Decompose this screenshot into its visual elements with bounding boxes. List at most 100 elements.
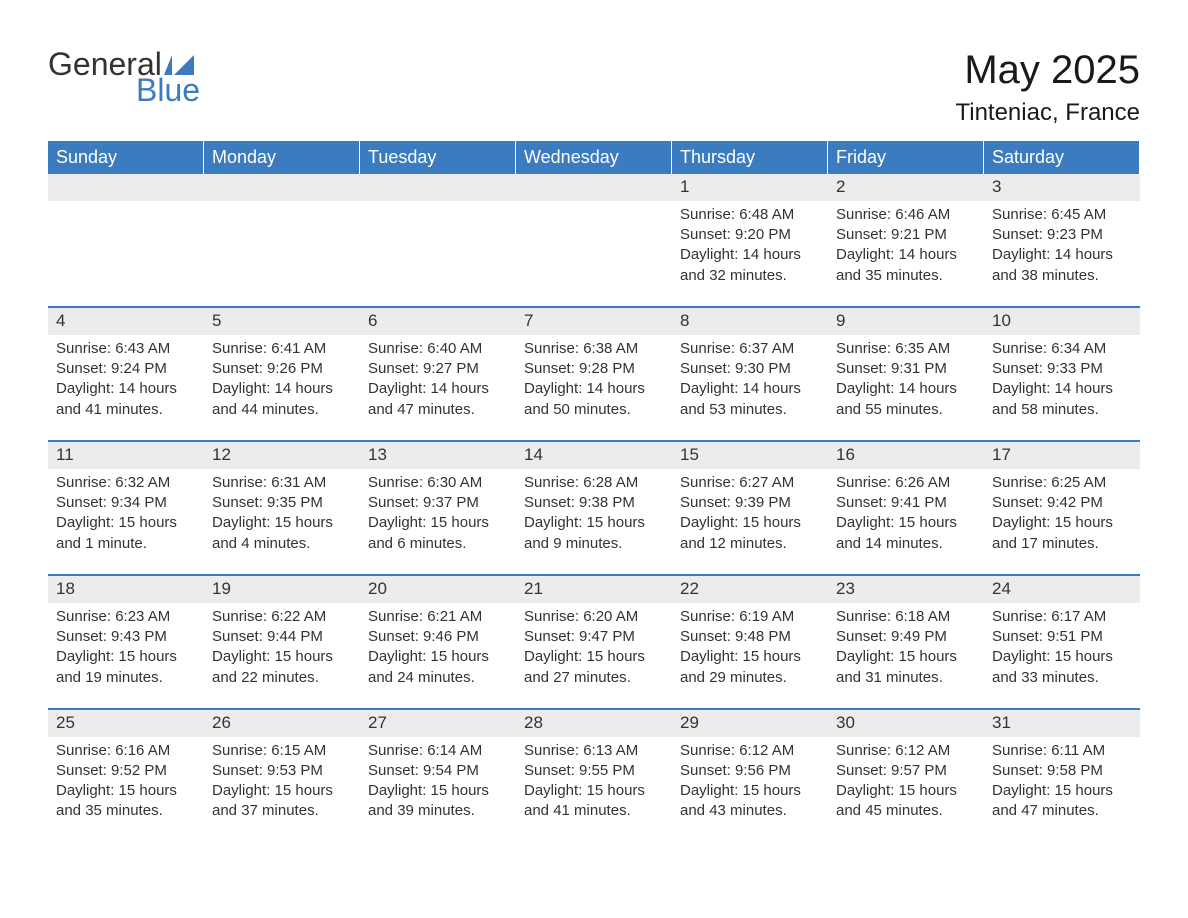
day-number: 15 xyxy=(672,440,828,469)
sunrise-text: Sunrise: 6:17 AM xyxy=(992,607,1132,627)
day-cell: 10Sunrise: 6:34 AMSunset: 9:33 PMDayligh… xyxy=(984,306,1140,440)
logo-text-blue: Blue xyxy=(136,72,200,108)
day-number: 30 xyxy=(828,708,984,737)
sunset-text: Sunset: 9:31 PM xyxy=(836,359,976,379)
day-cell: 13Sunrise: 6:30 AMSunset: 9:37 PMDayligh… xyxy=(360,440,516,574)
day-cell: 7Sunrise: 6:38 AMSunset: 9:28 PMDaylight… xyxy=(516,306,672,440)
sunset-text: Sunset: 9:35 PM xyxy=(212,493,352,513)
day-cell: 20Sunrise: 6:21 AMSunset: 9:46 PMDayligh… xyxy=(360,574,516,708)
sunrise-text: Sunrise: 6:27 AM xyxy=(680,473,820,493)
day-cell: 26Sunrise: 6:15 AMSunset: 9:53 PMDayligh… xyxy=(204,708,360,842)
daylight-text: Daylight: 15 hours and 4 minutes. xyxy=(212,513,352,554)
sunrise-text: Sunrise: 6:18 AM xyxy=(836,607,976,627)
day-number: 10 xyxy=(984,306,1140,335)
sunrise-text: Sunrise: 6:46 AM xyxy=(836,205,976,225)
daylight-text: Daylight: 15 hours and 37 minutes. xyxy=(212,781,352,822)
sunset-text: Sunset: 9:27 PM xyxy=(368,359,508,379)
daylight-text: Daylight: 15 hours and 33 minutes. xyxy=(992,647,1132,688)
day-number: 11 xyxy=(48,440,204,469)
daylight-text: Daylight: 15 hours and 31 minutes. xyxy=(836,647,976,688)
daylight-text: Daylight: 15 hours and 12 minutes. xyxy=(680,513,820,554)
daylight-text: Daylight: 15 hours and 14 minutes. xyxy=(836,513,976,554)
sunset-text: Sunset: 9:58 PM xyxy=(992,761,1132,781)
day-cell: 16 Sunrise: 6:26 AMSunset: 9:41 PMDayligh… xyxy=(828,440,984,574)
day-number: 12 xyxy=(204,440,360,469)
day-number: 20 xyxy=(360,574,516,603)
sunrise-text: Sunrise: 6:26 AM xyxy=(836,473,976,493)
day-cell: 30Sunrise: 6:12 AMSunset: 9:57 PMDayligh… xyxy=(828,708,984,842)
day-cell: 3Sunrise: 6:45 AMSunset: 9:23 PMDaylight… xyxy=(984,174,1140,306)
day-cell: 11Sunrise: 6:32 AMSunset: 9:34 PMDayligh… xyxy=(48,440,204,574)
day-cell: 1Sunrise: 6:48 AMSunset: 9:20 PMDaylight… xyxy=(672,174,828,306)
sunset-text: Sunset: 9:54 PM xyxy=(368,761,508,781)
daylight-text: Daylight: 15 hours and 47 minutes. xyxy=(992,781,1132,822)
sunset-text: Sunset: 9:49 PM xyxy=(836,627,976,647)
sunrise-text: Sunrise: 6:14 AM xyxy=(368,741,508,761)
sunset-text: Sunset: 9:20 PM xyxy=(680,225,820,245)
daylight-text: Daylight: 14 hours and 41 minutes. xyxy=(56,379,196,420)
location: Tinteniac, France xyxy=(955,99,1140,127)
day-cell xyxy=(204,174,360,306)
day-cell: 27 Sunrise: 6:14 AMSunset: 9:54 PMDayligh… xyxy=(360,708,516,842)
day-cell: 17Sunrise: 6:25 AMSunset: 9:42 PMDayligh… xyxy=(984,440,1140,574)
sunset-text: Sunset: 9:30 PM xyxy=(680,359,820,379)
daylight-text: Daylight: 14 hours and 44 minutes. xyxy=(212,379,352,420)
daylight-text: Daylight: 14 hours and 35 minutes. xyxy=(836,245,976,286)
sunset-text: Sunset: 9:41 PM xyxy=(836,493,976,513)
sunrise-text: Sunrise: 6:28 AM xyxy=(524,473,664,493)
sunrise-text: Sunrise: 6:34 AM xyxy=(992,339,1132,359)
day-header: Monday xyxy=(204,141,360,174)
day-cell: 24Sunrise: 6:17 AMSunset: 9:51 PMDayligh… xyxy=(984,574,1140,708)
day-number: 29 xyxy=(672,708,828,737)
day-number xyxy=(204,174,360,201)
day-header: Thursday xyxy=(672,141,828,174)
day-number: 27 xyxy=(360,708,516,737)
sunset-text: Sunset: 9:52 PM xyxy=(56,761,196,781)
day-number xyxy=(360,174,516,201)
day-number: 5 xyxy=(204,306,360,335)
day-number: 26 xyxy=(204,708,360,737)
day-cell: 31Sunrise: 6:11 AMSunset: 9:58 PMDayligh… xyxy=(984,708,1140,842)
sunset-text: Sunset: 9:56 PM xyxy=(680,761,820,781)
sunset-text: Sunset: 9:26 PM xyxy=(212,359,352,379)
day-number: 23 xyxy=(828,574,984,603)
daylight-text: Daylight: 15 hours and 24 minutes. xyxy=(368,647,508,688)
sunrise-text: Sunrise: 6:21 AM xyxy=(368,607,508,627)
day-number xyxy=(48,174,204,201)
sunset-text: Sunset: 9:23 PM xyxy=(992,225,1132,245)
daylight-text: Daylight: 14 hours and 32 minutes. xyxy=(680,245,820,286)
daylight-text: Daylight: 15 hours and 19 minutes. xyxy=(56,647,196,688)
sunset-text: Sunset: 9:37 PM xyxy=(368,493,508,513)
daylight-text: Daylight: 15 hours and 39 minutes. xyxy=(368,781,508,822)
day-cell: 23 Sunrise: 6:18 AMSunset: 9:49 PMDayligh… xyxy=(828,574,984,708)
day-number: 4 xyxy=(48,306,204,335)
sunset-text: Sunset: 9:21 PM xyxy=(836,225,976,245)
day-cell: 25Sunrise: 6:16 AMSunset: 9:52 PMDayligh… xyxy=(48,708,204,842)
daylight-text: Daylight: 15 hours and 27 minutes. xyxy=(524,647,664,688)
calendar: SundayMondayTuesdayWednesdayThursdayFrid… xyxy=(48,141,1140,842)
sunrise-text: Sunrise: 6:25 AM xyxy=(992,473,1132,493)
sunrise-text: Sunrise: 6:23 AM xyxy=(56,607,196,627)
day-header: Saturday xyxy=(984,141,1140,174)
sunset-text: Sunset: 9:28 PM xyxy=(524,359,664,379)
sunset-text: Sunset: 9:51 PM xyxy=(992,627,1132,647)
day-cell: 6Sunrise: 6:40 AMSunset: 9:27 PMDaylight… xyxy=(360,306,516,440)
title-block: May 2025 Tinteniac, France xyxy=(955,48,1140,127)
daylight-text: Daylight: 14 hours and 47 minutes. xyxy=(368,379,508,420)
day-cell: 12Sunrise: 6:31 AMSunset: 9:35 PMDayligh… xyxy=(204,440,360,574)
day-cell: 14Sunrise: 6:28 AMSunset: 9:38 PMDayligh… xyxy=(516,440,672,574)
day-cell: 22Sunrise: 6:19 AMSunset: 9:48 PMDayligh… xyxy=(672,574,828,708)
sunrise-text: Sunrise: 6:32 AM xyxy=(56,473,196,493)
day-cell: 18Sunrise: 6:23 AMSunset: 9:43 PMDayligh… xyxy=(48,574,204,708)
sunrise-text: Sunrise: 6:41 AM xyxy=(212,339,352,359)
daylight-text: Daylight: 14 hours and 50 minutes. xyxy=(524,379,664,420)
day-cell: 2Sunrise: 6:46 AMSunset: 9:21 PMDaylight… xyxy=(828,174,984,306)
sunset-text: Sunset: 9:53 PM xyxy=(212,761,352,781)
day-number xyxy=(516,174,672,201)
day-number: 9 xyxy=(828,306,984,335)
sunset-text: Sunset: 9:55 PM xyxy=(524,761,664,781)
sunrise-text: Sunrise: 6:35 AM xyxy=(836,339,976,359)
day-number: 16 xyxy=(828,440,984,469)
day-cell: 29Sunrise: 6:12 AMSunset: 9:56 PMDayligh… xyxy=(672,708,828,842)
sunset-text: Sunset: 9:48 PM xyxy=(680,627,820,647)
